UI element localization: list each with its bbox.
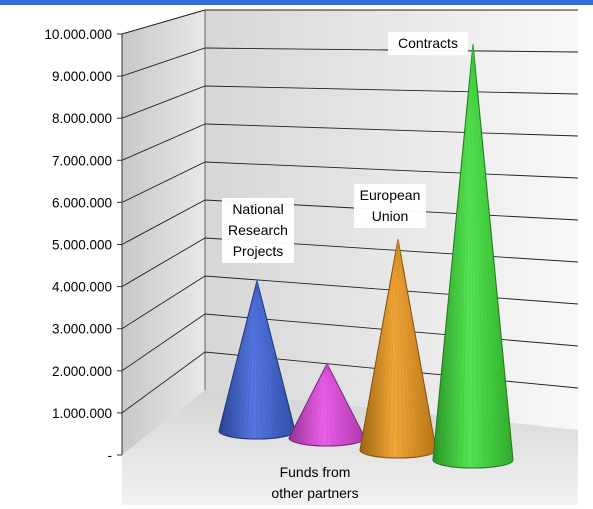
cone-facet [397,239,410,458]
cone-facet [472,44,485,468]
gridline [121,9,578,35]
data-label: Funds from other partners [271,464,358,501]
data-label-line: Contracts [398,35,458,51]
cone-facet [376,239,399,457]
data-label: National Research Projects [222,198,294,263]
y-tick-label: 5.000.000 [52,238,112,253]
cone-facet [235,280,258,438]
y-tick-label: 2.000.000 [52,364,112,379]
data-labels: National Research Projects Funds from other … [222,32,468,501]
cone-facet [310,363,328,446]
data-label-line: Funds from [280,464,351,480]
data-label-background [354,184,426,228]
data-label-line: Research [228,222,288,238]
cone-facet [326,363,339,446]
cone-facet [294,363,328,443]
cone-facet [461,44,474,468]
cone-facet [321,363,328,446]
data-label-line: Union [372,208,409,224]
cone-facet [449,44,474,467]
y-tick-label: 9.000.000 [52,69,112,84]
gridline [121,161,579,203]
data-label: European Union [354,184,426,228]
cone-facet [326,363,349,445]
cones [218,44,514,469]
cone-facet [224,280,258,436]
cone-facet [455,44,474,468]
cone-facet [256,280,290,436]
window-top-bar [0,0,593,5]
data-label-background [222,198,294,263]
data-label-background [388,32,468,55]
cone-facet [397,239,404,458]
cone-facet [326,363,344,446]
cone-facet [397,239,431,455]
cone-facet [326,363,355,444]
cone-facet [251,280,258,439]
data-label-line: Projects [233,243,284,259]
cone-facet [299,363,328,444]
cone-facet [386,239,399,458]
data-label-line: other partners [271,485,358,501]
cone-facet [472,44,502,466]
cone-facet [392,239,399,458]
y-tick-label: 8.000.000 [52,111,112,126]
cone-facet [381,239,399,458]
cone-facet [305,363,328,445]
gridline [121,199,579,245]
y-tick-label: 3.000.000 [52,322,112,337]
cone-facet [245,280,258,439]
cone-facet [365,239,399,455]
y-tick-label: 6.000.000 [52,195,112,210]
y-tick-label: 1.000.000 [52,406,112,421]
cone-group [432,44,514,469]
cone-facet [326,363,333,446]
cone-facet [472,44,508,465]
gridline [121,85,579,119]
cone-facet [326,363,360,443]
cone-facet [444,44,474,466]
data-label-line: National [232,201,283,217]
cone-facet [472,44,479,468]
cone-facet [472,44,491,468]
data-label-line: European [360,187,421,203]
cone-facet [256,280,269,439]
cone-facet [240,280,258,439]
gridline [121,123,579,161]
y-tick-label: 10.000.000 [44,27,112,42]
cone-facet [472,44,497,467]
side-wall [122,10,205,455]
y-tick-label: - [108,448,113,463]
cone-facet [397,239,426,456]
cone-facet [256,280,274,439]
cone-facet [315,363,328,446]
data-label: Contracts [388,32,468,55]
cone-facet [397,239,415,458]
cone-facet [256,280,285,437]
y-axis-ticks: - 1.000.000 2.000.000 3.000.000 4.000.000 5.0… [44,27,122,463]
cone-facet [256,280,279,438]
cone-facet [256,280,263,439]
y-tick-label: 7.000.000 [52,153,112,168]
cone-facet [467,44,474,468]
cone-facet [370,239,399,456]
y-tick-label: 4.000.000 [52,280,112,295]
cone-facet [397,239,420,457]
cone-facet [229,280,258,437]
cone-facet [438,44,474,465]
